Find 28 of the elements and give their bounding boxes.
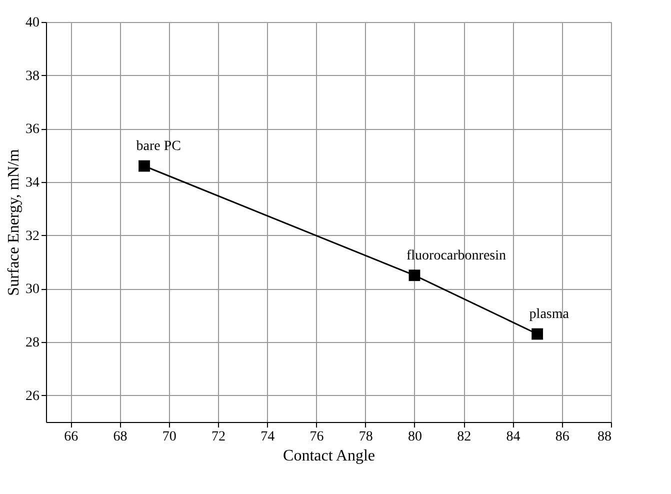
- annotation: fluorocarbonresin: [406, 248, 506, 264]
- x-tick-label: 72: [211, 430, 226, 444]
- x-tick-label: 76: [310, 430, 324, 444]
- x-tick-label: 84: [506, 430, 520, 444]
- x-tick-label: 66: [64, 430, 78, 444]
- x-tick-label: 82: [457, 430, 472, 444]
- x-tick-label: 78: [358, 430, 373, 444]
- annotation: plasma: [529, 307, 570, 322]
- y-tick-label: 26: [26, 388, 40, 404]
- y-axis-title: Surface Energy, mN/m: [6, 148, 22, 296]
- x-tick-label: 74: [260, 430, 275, 444]
- y-tick-label: 36: [26, 122, 40, 138]
- y-tick-label: 40: [26, 16, 40, 30]
- point: [532, 328, 544, 340]
- x-tick-label: 80: [408, 430, 422, 444]
- y-tick-label: 30: [26, 282, 40, 298]
- point: [138, 160, 150, 172]
- point: [408, 270, 420, 282]
- y-tick-label: 38: [26, 68, 40, 84]
- y-tick-label: 32: [26, 228, 40, 244]
- annotation: bare PC: [136, 139, 181, 154]
- x-tick-label: 68: [113, 430, 128, 444]
- x-tick-label: 88: [598, 430, 612, 444]
- y-tick-label: 28: [26, 336, 40, 350]
- x-tick-label: 86: [555, 430, 570, 444]
- x-tick-label: 70: [162, 430, 176, 444]
- x-axis-title: Contact Angle: [283, 448, 375, 464]
- y-tick-label: 34: [26, 176, 40, 190]
